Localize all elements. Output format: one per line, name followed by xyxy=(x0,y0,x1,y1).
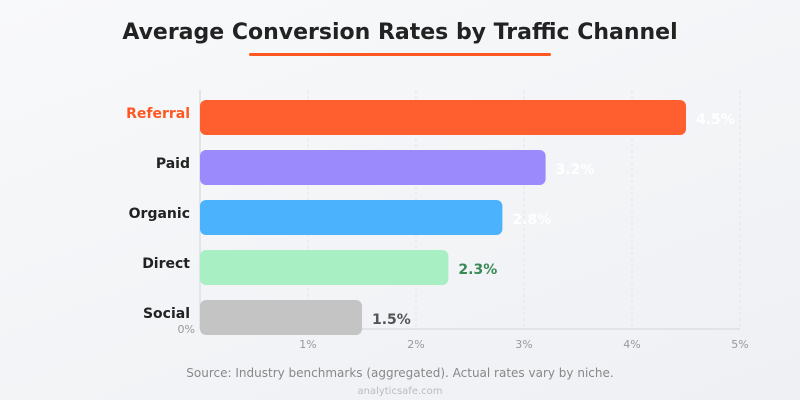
bar-organic xyxy=(200,200,503,235)
bar-social xyxy=(200,300,362,335)
x-tick-label: 3% xyxy=(515,338,532,351)
title-underline xyxy=(249,53,551,56)
value-label: 2.3% xyxy=(458,262,497,278)
x-tick-label: 0% xyxy=(178,323,195,336)
category-label: Paid xyxy=(156,156,190,172)
x-tick-label: 1% xyxy=(299,338,316,351)
value-label: 3.2% xyxy=(556,162,595,178)
bar-referral xyxy=(200,100,686,135)
bar-direct xyxy=(200,250,449,285)
x-tick-label: 2% xyxy=(407,338,424,351)
chart-title: Average Conversion Rates by Traffic Chan… xyxy=(122,20,678,45)
source-note: Source: Industry benchmarks (aggregated)… xyxy=(186,366,614,380)
value-label: 2.8% xyxy=(512,212,551,228)
brand-watermark: analyticsafe.com xyxy=(357,386,443,397)
value-label: 1.5% xyxy=(372,312,411,328)
category-label: Direct xyxy=(142,256,190,272)
category-label: Social xyxy=(143,306,190,322)
bar-paid xyxy=(200,150,546,185)
category-label: Referral xyxy=(126,106,190,122)
x-tick-label: 5% xyxy=(731,338,748,351)
category-label: Organic xyxy=(129,206,190,222)
x-tick-label: 4% xyxy=(623,338,640,351)
value-label: 4.5% xyxy=(696,112,735,128)
